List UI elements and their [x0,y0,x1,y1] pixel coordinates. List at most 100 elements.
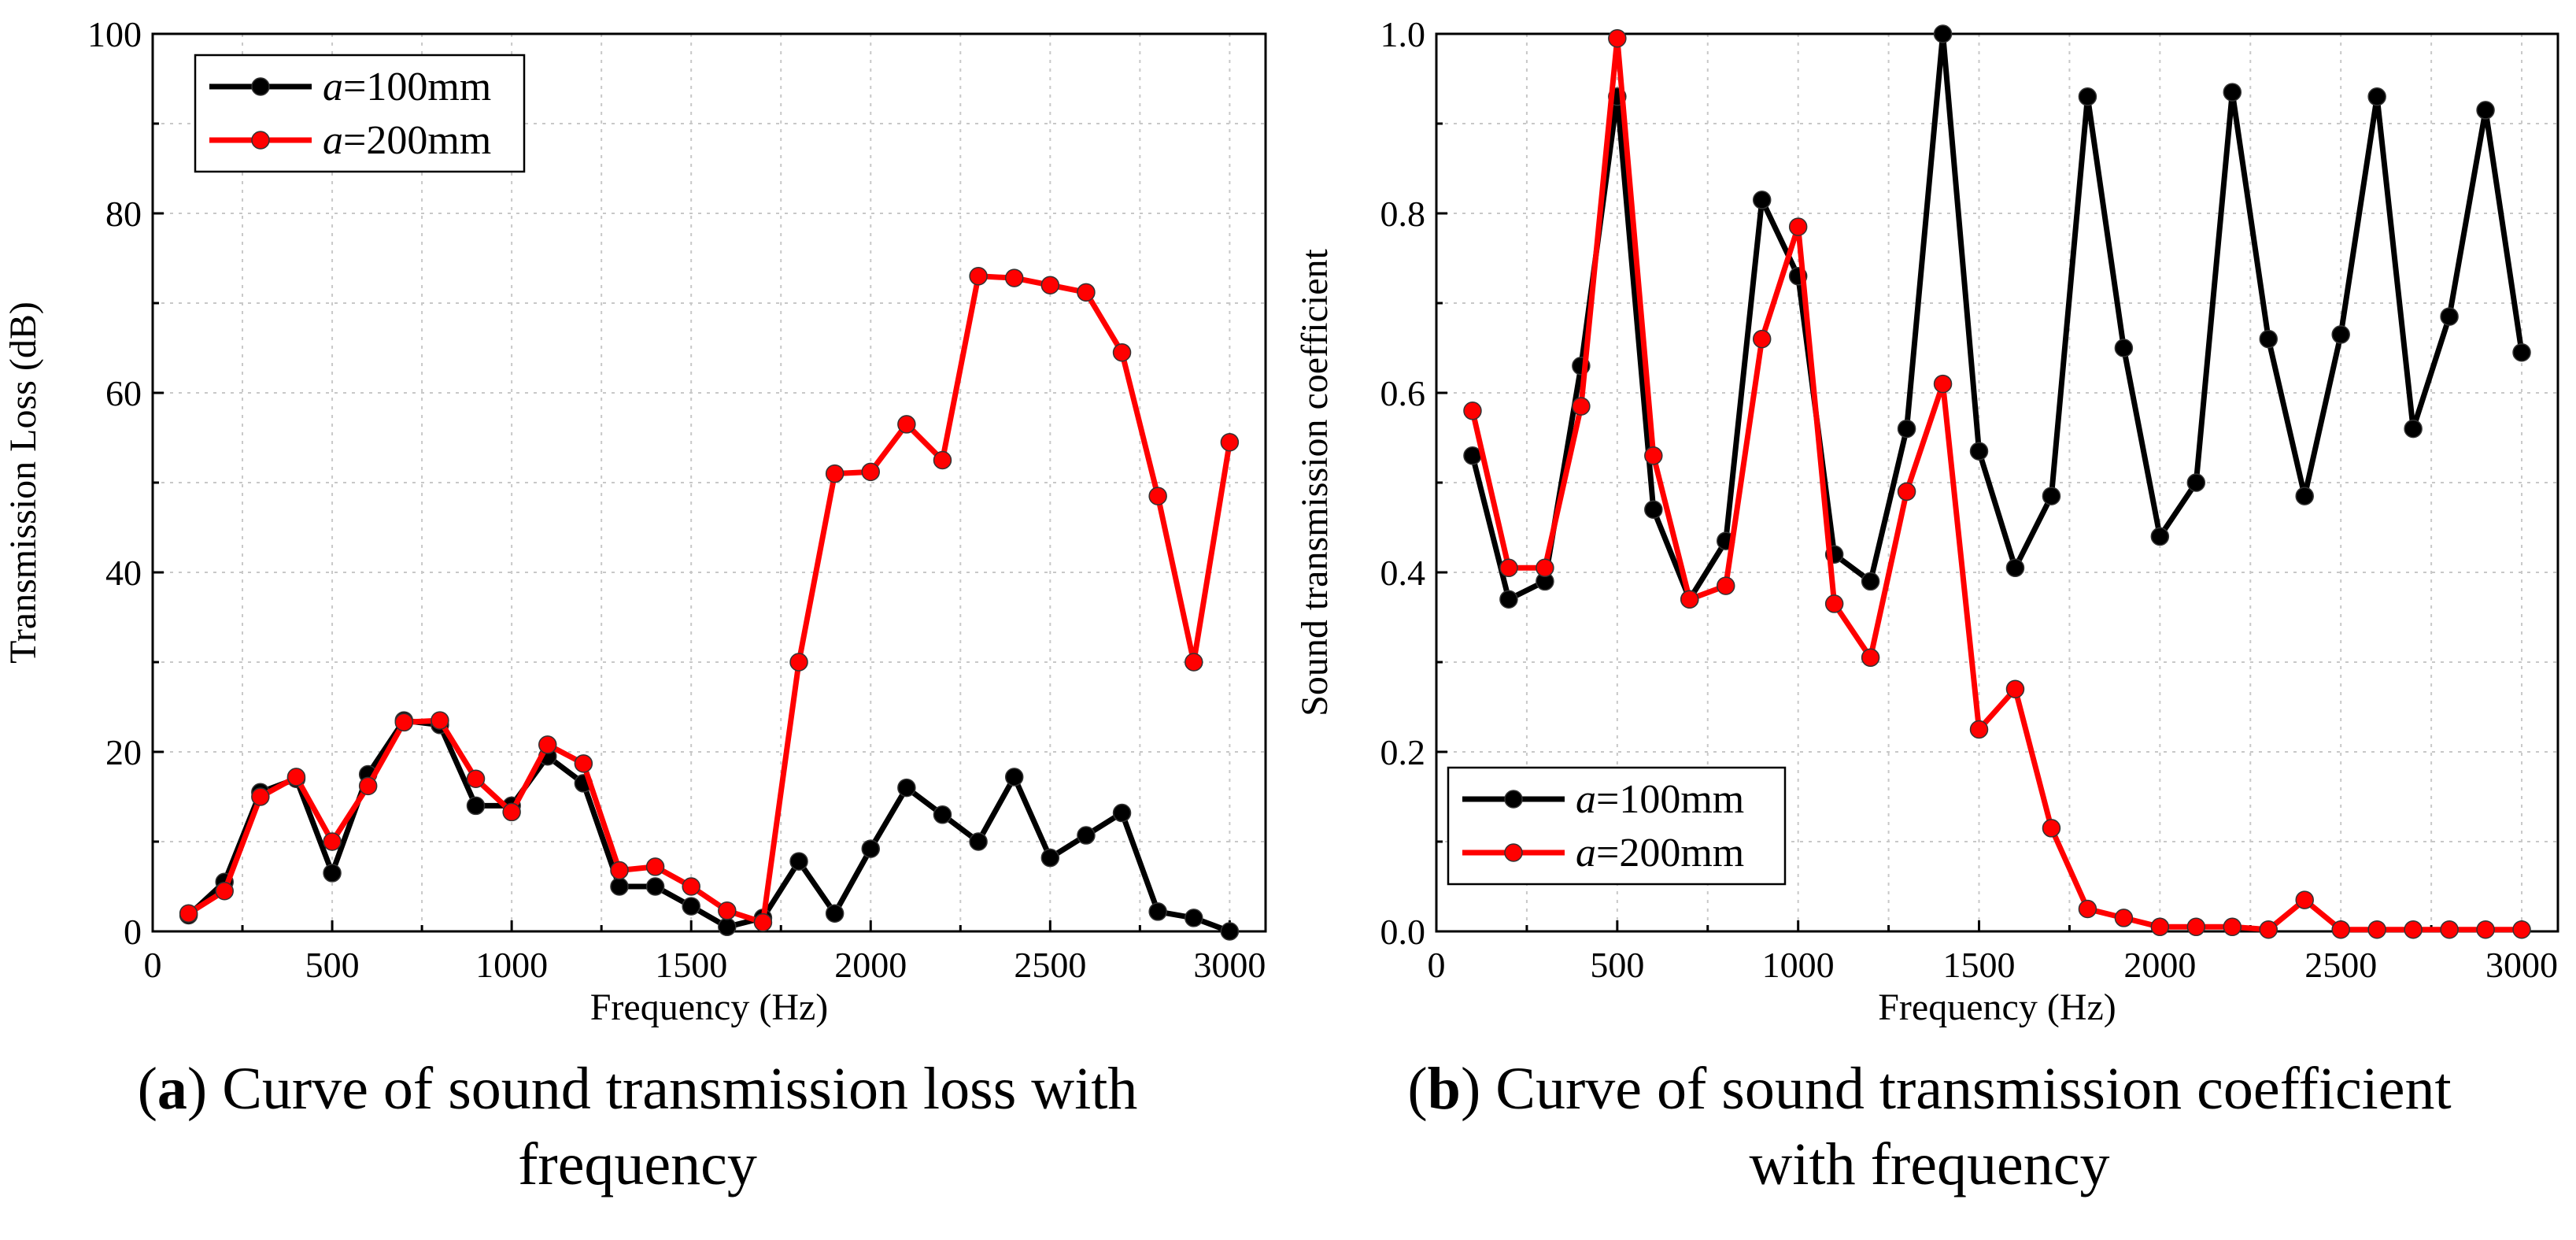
data-point [2042,819,2061,838]
data-point [897,415,916,434]
data-point [179,904,198,923]
caption-b-letter: b [1427,1056,1461,1122]
x-tick-label: 2000 [834,945,907,985]
data-point [1644,500,1663,519]
caption-b: (b) Curve of sound transmission coeffici… [1283,1051,2576,1202]
data-point [323,864,342,883]
data-point [502,802,521,822]
data-point [1969,720,1989,739]
data-point [897,778,916,798]
data-point [1112,803,1132,823]
y-tick-label: 100 [87,14,142,54]
data-point [1897,482,1916,502]
panel-b-chart: 0 500 1000 1500 2000 2500 3000 0.0 0.2 0.4 0.6 0.8 1… [1294,14,2559,1028]
data-point [2223,83,2242,102]
data-point [753,912,773,932]
caption-b-line1: Curve of sound transmission coefficient [1480,1056,2452,1122]
data-point [1148,487,1167,505]
data-point [1897,419,1916,439]
caption-a: (a) Curve of sound transmission loss wit… [0,1051,1275,1202]
data-point [2295,487,2314,505]
data-point [1752,191,1772,209]
data-point [2476,920,2495,939]
data-point [2331,920,2350,939]
data-point [825,464,844,483]
x-tick-label: 1500 [1943,945,2016,985]
data-point [1788,217,1808,236]
x-tick-label: 3000 [1193,945,1266,985]
y-tick-label: 1.0 [1380,14,1426,54]
x-tick-label: 3000 [2485,945,2558,985]
panel-a-chart: 0 500 1000 1500 2000 2500 3000 0 20 40 60 80 100 Freq… [2,14,1267,1028]
y-tick-label: 0.6 [1380,373,1426,413]
caption-a-line2: frequency [518,1131,757,1197]
data-point [2078,87,2097,106]
data-point [789,653,808,672]
data-point [538,735,557,754]
data-point [1040,276,1060,294]
data-point [2367,920,2386,939]
data-point [1861,648,1880,668]
data-point [2005,558,2025,578]
data-point [1536,558,1554,578]
data-point [969,832,988,851]
data-point [933,450,952,470]
data-point [358,776,378,796]
y-axis-label: Sound transmission coefficient [1294,248,1336,716]
data-point [2404,920,2423,939]
x-tick-label: 1000 [1762,945,1835,985]
data-point [1004,768,1024,787]
data-point [1933,374,1953,394]
y-tick-label: 0.4 [1380,553,1426,593]
data-point [1112,342,1132,362]
data-point [394,713,414,732]
data-point [861,839,881,858]
data-point [2186,917,2206,937]
legend-box [194,54,526,173]
data-point [574,754,593,773]
data-point [1752,329,1772,349]
data-point [1220,922,1240,941]
y-tick-label: 80 [105,194,142,234]
data-point [645,857,665,876]
y-tick-label: 0.0 [1380,912,1426,952]
data-point [1040,848,1060,868]
data-point [2404,419,2423,439]
data-point [1185,909,1203,927]
data-point [2223,917,2242,937]
caption-a-letter: a [157,1056,187,1122]
legend-label: a=200mm [1576,831,1744,875]
legend-marker [1504,790,1523,809]
legend-marker [251,77,270,96]
data-point [1716,576,1735,595]
y-tick-label: 60 [105,373,142,413]
data-point [2259,920,2278,939]
legend-label-rest: =200mm [1596,831,1744,875]
legend-label: a=200mm [323,118,491,163]
x-tick-label: 2000 [2123,945,2196,985]
legend-label-italic: a [1576,831,1596,875]
data-point [969,267,988,286]
caption-b-line2: with frequency [1749,1131,2110,1197]
data-point [682,877,700,896]
legend-label: a=100mm [323,65,491,109]
x-tick-label: 1000 [475,945,548,985]
data-point [286,768,306,787]
data-point [1680,590,1699,609]
legend-label-rest: =100mm [343,65,491,109]
data-point [1572,397,1591,416]
data-point [1861,572,1880,591]
data-point [466,796,486,816]
data-point [1608,28,1627,48]
data-point [2042,487,2061,505]
data-point [2476,101,2495,120]
series-2 [1463,28,2531,939]
series-1 [179,711,1240,941]
data-point [1463,446,1482,465]
y-tick-label: 0.8 [1380,194,1426,234]
data-point [1185,653,1203,672]
x-axis-label: Frequency (Hz) [1878,986,2116,1028]
legend-label-italic: a [1576,777,1596,822]
x-tick-label: 0 [144,945,162,985]
